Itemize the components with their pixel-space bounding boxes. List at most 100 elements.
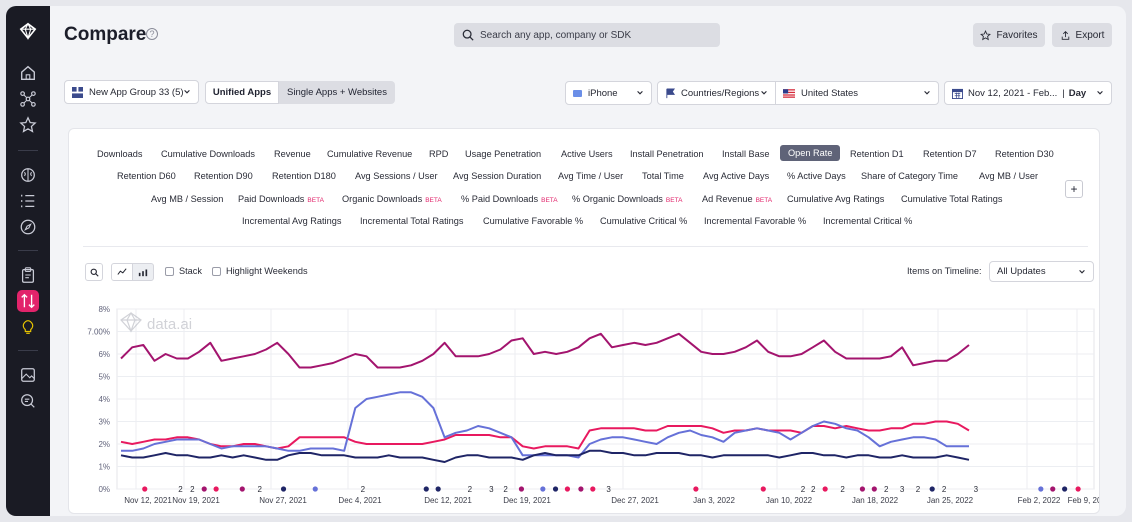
timeline-marker xyxy=(213,486,219,492)
image-icon[interactable] xyxy=(17,364,39,386)
metric-tab[interactable]: Incremental Critical % xyxy=(823,216,912,226)
metric-tab[interactable]: Avg Session Duration xyxy=(453,171,541,181)
add-metric-button[interactable]: + xyxy=(1065,180,1083,198)
x-tick-label: Dec 12, 2021 xyxy=(424,496,472,505)
timeline-marker xyxy=(518,486,525,492)
date-range-select[interactable]: Nov 12, 2021 - Feb... | Day xyxy=(944,81,1112,105)
search-input[interactable]: Search any app, company or SDK xyxy=(454,23,720,47)
metric-tab[interactable]: % Active Days xyxy=(787,171,846,181)
metric-tab[interactable]: Avg MB / User xyxy=(979,171,1038,181)
watermark: data.ai xyxy=(120,311,192,333)
stack-checkbox[interactable] xyxy=(165,267,174,276)
metric-tab[interactable]: % Paid Downloads BETA xyxy=(461,194,558,204)
brain-icon[interactable] xyxy=(17,164,39,186)
metric-tab[interactable]: Retention D90 xyxy=(194,171,253,181)
zoom-button[interactable] xyxy=(85,263,103,281)
metric-tab[interactable]: % Organic Downloads BETA xyxy=(572,194,682,204)
date-range-label: Nov 12, 2021 - Feb... xyxy=(968,87,1058,99)
items-on-timeline-select[interactable]: All Updates xyxy=(989,261,1094,282)
timeline-count-label: 2 xyxy=(884,485,889,494)
clipboard-icon[interactable] xyxy=(17,264,39,286)
metric-tab[interactable]: Retention D60 xyxy=(117,171,176,181)
metric-label: Total Time xyxy=(642,171,684,181)
x-tick-label: Jan 18, 2022 xyxy=(852,496,899,505)
metric-tab[interactable]: Cumulative Downloads xyxy=(161,149,255,159)
metric-label: Avg Sessions / User xyxy=(355,171,438,181)
help-icon[interactable]: ? xyxy=(146,28,158,40)
us-flag-icon xyxy=(783,88,795,98)
compare-icon[interactable] xyxy=(17,290,39,312)
metric-tab[interactable]: Avg Active Days xyxy=(703,171,769,181)
timeline-marker xyxy=(552,486,559,492)
metric-tab[interactable]: Retention D180 xyxy=(272,171,336,181)
x-tick-label: Jan 3, 2022 xyxy=(693,496,735,505)
y-tick-label: 3% xyxy=(98,418,110,427)
line-chart-toggle[interactable] xyxy=(111,263,133,281)
stack-label: Stack xyxy=(179,266,202,276)
x-tick-label: Jan 10, 2022 xyxy=(766,496,813,505)
metric-tab[interactable]: Incremental Favorable % xyxy=(704,216,806,226)
metric-tab[interactable]: Open Rate xyxy=(780,145,841,161)
x-tick-label: Feb 9, 2022 xyxy=(1068,496,1099,505)
timeline-marker xyxy=(1075,486,1081,492)
country-select[interactable]: United States xyxy=(775,81,939,105)
list-icon[interactable] xyxy=(17,190,39,212)
export-button[interactable]: Export xyxy=(1052,23,1112,47)
countries-select[interactable]: Countries/Regions xyxy=(657,81,776,105)
timeline-count-label: 3 xyxy=(900,485,905,494)
items-on-timeline-value: All Updates xyxy=(997,266,1046,277)
compass-icon[interactable] xyxy=(17,216,39,238)
tab-single-apps[interactable]: Single Apps + Websites xyxy=(279,81,395,104)
metric-tab[interactable]: Incremental Total Ratings xyxy=(360,216,464,226)
metric-tab[interactable]: Avg MB / Session xyxy=(151,194,223,204)
metric-tab[interactable]: Active Users xyxy=(561,149,613,159)
metric-tab[interactable]: Install Penetration xyxy=(630,149,704,159)
timeline-marker xyxy=(280,486,287,492)
metric-tab[interactable]: Incremental Avg Ratings xyxy=(242,216,341,226)
metric-tab[interactable]: Cumulative Avg Ratings xyxy=(787,194,884,204)
metric-label: Share of Category Time xyxy=(861,171,959,181)
metric-tab[interactable]: Organic Downloads BETA xyxy=(342,194,442,204)
metric-tab[interactable]: Cumulative Favorable % xyxy=(483,216,583,226)
y-tick-label: 2% xyxy=(98,440,110,449)
y-tick-label: 8% xyxy=(98,305,110,314)
metric-tab[interactable]: Install Base xyxy=(722,149,770,159)
metric-tab[interactable]: Avg Sessions / User xyxy=(355,171,438,181)
metric-tab[interactable]: Retention D7 xyxy=(923,149,977,159)
timeline-count-label: 2 xyxy=(503,485,508,494)
metric-tab[interactable]: Cumulative Revenue xyxy=(327,149,412,159)
timeline-count-label: 3 xyxy=(974,485,979,494)
tab-unified-apps[interactable]: Unified Apps xyxy=(205,81,279,104)
metric-tab[interactable]: Ad Revenue BETA xyxy=(702,194,772,204)
metric-tab[interactable]: Cumulative Total Ratings xyxy=(901,194,1002,204)
logo-icon[interactable] xyxy=(17,20,39,42)
metric-tab[interactable]: Downloads xyxy=(97,149,142,159)
network-icon[interactable] xyxy=(17,88,39,110)
favorites-button[interactable]: Favorites xyxy=(973,23,1045,47)
line-chart-icon xyxy=(117,268,127,275)
lightbulb-icon[interactable] xyxy=(17,316,39,338)
metric-label: Retention D180 xyxy=(272,171,336,181)
device-select[interactable]: iPhone xyxy=(565,81,652,105)
search-doc-icon[interactable] xyxy=(17,390,39,412)
bar-chart-toggle[interactable] xyxy=(132,263,154,281)
metric-tab[interactable]: Cumulative Critical % xyxy=(600,216,687,226)
metric-label: Avg Time / User xyxy=(558,171,624,181)
metric-tab[interactable]: RPD xyxy=(429,149,448,159)
metric-tab[interactable]: Total Time xyxy=(642,171,684,181)
highlight-weekends-checkbox[interactable] xyxy=(212,267,221,276)
metric-tab[interactable]: Usage Penetration xyxy=(465,149,541,159)
star-icon[interactable] xyxy=(17,114,39,136)
home-icon[interactable] xyxy=(17,62,39,84)
metric-label: Cumulative Revenue xyxy=(327,149,413,159)
metric-tab[interactable]: Revenue xyxy=(274,149,311,159)
x-tick-label: Dec 4, 2021 xyxy=(338,496,382,505)
metric-label: Incremental Critical % xyxy=(823,216,913,226)
timeline-marker xyxy=(929,486,935,492)
metric-tab[interactable]: Share of Category Time xyxy=(861,171,958,181)
app-group-select[interactable]: New App Group 33 (5) xyxy=(64,80,199,104)
metric-tab[interactable]: Paid Downloads BETA xyxy=(238,194,324,204)
metric-tab[interactable]: Retention D30 xyxy=(995,149,1054,159)
metric-tab[interactable]: Avg Time / User xyxy=(558,171,623,181)
metric-tab[interactable]: Retention D1 xyxy=(850,149,904,159)
